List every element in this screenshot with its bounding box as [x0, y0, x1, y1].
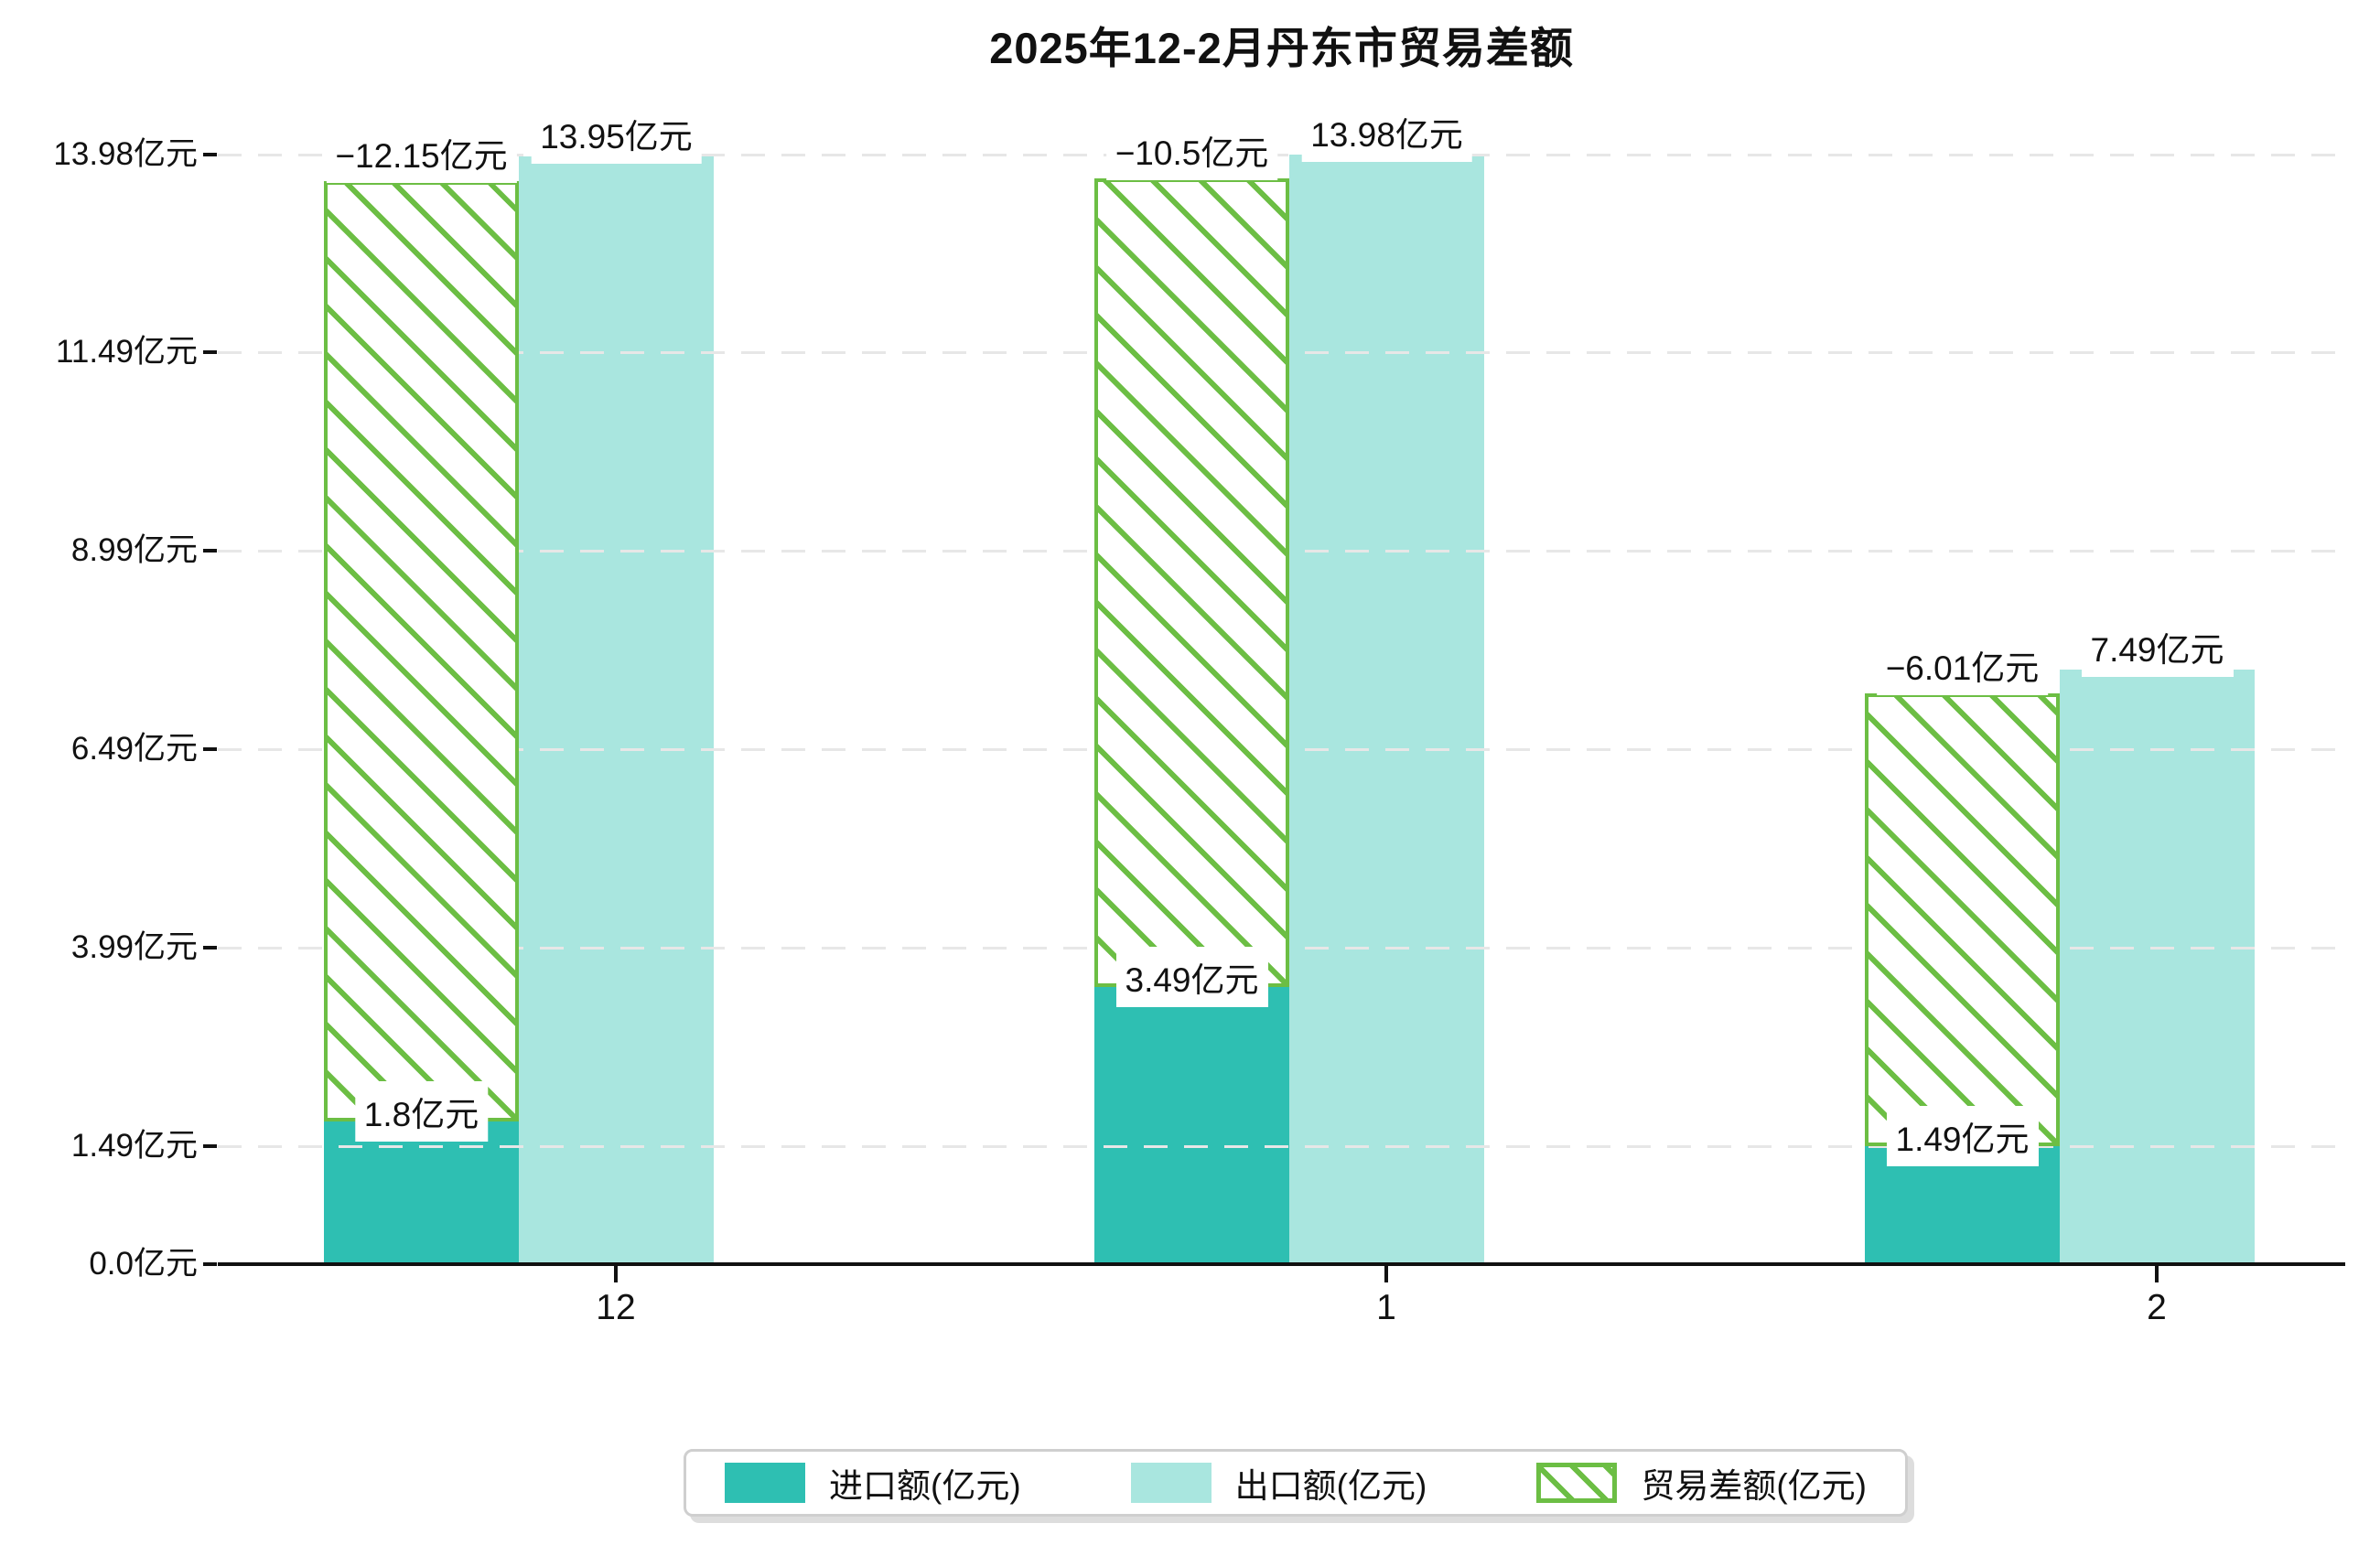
export-bar	[1289, 154, 1484, 1266]
export-legend-swatch	[1130, 1463, 1212, 1503]
balance-bar	[324, 181, 519, 1121]
y-tick-label: 8.99亿元	[70, 531, 198, 568]
legend-item-import: 进口额(亿元)	[725, 1458, 1021, 1507]
y-tick-mark	[203, 746, 217, 751]
y-tick-mark	[203, 1143, 217, 1148]
import-value-label: 1.8亿元	[354, 1080, 489, 1142]
legend-label-export: 出口额(亿元)	[1234, 1467, 1427, 1505]
legend-item-balance: 贸易差额(亿元)	[1536, 1458, 1867, 1507]
export-value-label: 7.49亿元	[2081, 616, 2234, 677]
balance-bar	[1865, 693, 2060, 1146]
y-tick-label: 3.99亿元	[70, 928, 198, 965]
balance-legend-swatch	[1536, 1463, 1618, 1503]
balance-value-label: −6.01亿元	[1876, 635, 2049, 695]
import-bar	[324, 1121, 519, 1266]
y-tick-mark	[203, 349, 217, 354]
y-tick-mark	[203, 1262, 217, 1266]
y-tick-mark	[203, 152, 217, 156]
y-tick-label: 11.49亿元	[56, 333, 198, 370]
y-tick-label: 6.49亿元	[70, 730, 198, 767]
legend-label-import: 进口额(亿元)	[829, 1467, 1021, 1505]
legend-item-export: 出口额(亿元)	[1130, 1458, 1427, 1507]
export-bar	[2060, 669, 2255, 1266]
y-tick-label: 0.0亿元	[89, 1246, 198, 1282]
x-tick-mark	[1384, 1266, 1388, 1282]
x-tick-label: 2	[2147, 1288, 2167, 1327]
chart-title: 2025年12-2月丹东市贸易差额	[989, 24, 1574, 72]
import-bar	[1094, 987, 1289, 1266]
export-bar	[519, 156, 714, 1266]
legend-label-balance: 贸易差额(亿元)	[1641, 1467, 1867, 1505]
y-tick-label: 1.49亿元	[70, 1127, 198, 1164]
export-value-label: 13.95亿元	[531, 103, 702, 165]
y-tick-mark	[203, 548, 217, 553]
x-tick-mark	[614, 1266, 618, 1282]
import-value-label: 1.49亿元	[1886, 1105, 2039, 1166]
x-tick-mark	[2155, 1266, 2159, 1282]
gridline	[218, 153, 2345, 156]
balance-value-label: −12.15亿元	[326, 123, 517, 184]
x-axis-line	[218, 1262, 2345, 1266]
export-value-label: 13.98亿元	[1301, 101, 1472, 162]
import-value-label: 3.49亿元	[1115, 947, 1268, 1008]
gridline	[218, 1144, 2345, 1148]
x-tick-label: 1	[1376, 1288, 1396, 1327]
y-tick-label: 13.98亿元	[53, 135, 198, 172]
balance-bar	[1094, 177, 1289, 988]
legend: 进口额(亿元) 出口额(亿元) 贸易差额(亿元)	[684, 1449, 1908, 1517]
y-tick-mark	[203, 945, 217, 950]
balance-value-label: −10.5亿元	[1105, 119, 1278, 180]
x-tick-label: 12	[596, 1288, 636, 1327]
import-legend-swatch	[725, 1463, 805, 1503]
